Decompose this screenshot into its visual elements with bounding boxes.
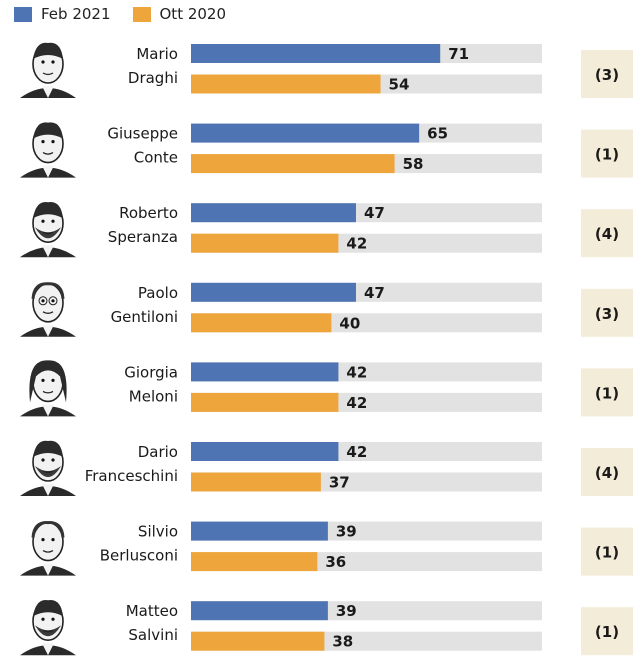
value-label-feb-2021: 42	[346, 363, 367, 381]
rank-label: (1)	[595, 623, 619, 641]
person-first-name: Mario	[136, 45, 178, 63]
rank-label: (3)	[595, 305, 619, 323]
person-last-name: Berlusconi	[100, 547, 178, 565]
person-last-name: Speranza	[108, 228, 178, 246]
value-label-ott-2020: 37	[329, 474, 350, 492]
dario-franceschini-portrait	[20, 440, 76, 496]
legend-item-ott-2020: Ott 2020	[132, 5, 227, 23]
silvio-berlusconi-portrait	[20, 521, 76, 576]
value-label-feb-2021: 47	[364, 204, 385, 222]
bar-feb-2021	[191, 362, 339, 382]
bar-ott-2020	[191, 154, 395, 174]
person-last-name: Draghi	[128, 69, 178, 87]
rank-label: (3)	[595, 66, 619, 84]
rank-label: (1)	[595, 544, 619, 562]
value-label-ott-2020: 40	[339, 314, 360, 332]
bar-feb-2021	[191, 521, 328, 541]
person-last-name: Franceschini	[85, 467, 178, 485]
rank-label: (1)	[595, 384, 619, 402]
roberto-speranza-portrait	[20, 202, 76, 258]
person-last-name: Salvini	[128, 626, 178, 644]
rank-label: (4)	[595, 464, 619, 482]
bar-feb-2021	[191, 44, 441, 63]
value-label-ott-2020: 54	[389, 76, 410, 94]
giorgia-meloni-portrait	[20, 360, 76, 417]
value-label-feb-2021: 71	[448, 45, 469, 63]
rank-badge	[581, 368, 633, 417]
bar-ott-2020	[191, 631, 325, 651]
legend-swatch-ott-2020	[132, 6, 151, 22]
rank-badge	[581, 129, 633, 178]
person-first-name: Paolo	[138, 284, 178, 302]
person-first-name: Giorgia	[124, 363, 178, 381]
bar-feb-2021	[191, 601, 328, 621]
bar-ott-2020	[191, 552, 318, 572]
rank-badge	[581, 50, 633, 98]
legend-label-feb-2021: Feb 2021	[41, 5, 111, 23]
rank-badge	[581, 288, 633, 337]
value-label-feb-2021: 42	[346, 443, 367, 461]
rank-badge	[581, 527, 633, 576]
matteo-salvini-portrait	[20, 600, 76, 656]
value-label-feb-2021: 39	[336, 523, 357, 541]
rank-badge	[581, 448, 633, 496]
bar-feb-2021	[191, 203, 356, 223]
bar-feb-2021	[191, 282, 356, 302]
mario-draghi-portrait	[20, 42, 76, 98]
rank-label: (1)	[595, 146, 619, 164]
bar-ott-2020	[191, 472, 321, 492]
person-first-name: Giuseppe	[107, 125, 178, 143]
person-first-name: Dario	[138, 443, 178, 461]
value-label-ott-2020: 42	[346, 394, 367, 412]
person-first-name: Silvio	[138, 523, 178, 541]
person-first-name: Matteo	[126, 602, 178, 620]
value-label-ott-2020: 36	[325, 553, 346, 571]
value-label-feb-2021: 65	[427, 125, 448, 143]
bar-feb-2021	[191, 442, 339, 461]
person-last-name: Conte	[134, 149, 178, 167]
bar-ott-2020	[191, 233, 339, 253]
giuseppe-conte-portrait	[20, 122, 76, 178]
value-label-ott-2020: 58	[403, 155, 424, 173]
legend-swatch-feb-2021	[14, 6, 32, 22]
person-first-name: Roberto	[119, 204, 178, 222]
rank-badge	[581, 607, 633, 656]
bar-ott-2020	[191, 313, 332, 333]
bar-feb-2021	[191, 123, 420, 143]
rank-label: (4)	[595, 225, 619, 243]
value-label-feb-2021: 47	[364, 284, 385, 302]
chart-legend: Feb 2021 Ott 2020	[14, 4, 248, 24]
bar-ott-2020	[191, 74, 381, 94]
paolo-gentiloni-portrait	[20, 282, 76, 337]
legend-label-ott-2020: Ott 2020	[159, 5, 227, 23]
value-label-ott-2020: 38	[332, 633, 353, 651]
value-label-ott-2020: 42	[346, 235, 367, 253]
bar-ott-2020	[191, 392, 339, 412]
person-last-name: Meloni	[129, 387, 178, 405]
person-last-name: Gentiloni	[111, 308, 178, 326]
legend-item-feb-2021: Feb 2021	[14, 5, 111, 23]
rank-badge	[581, 209, 633, 258]
value-label-feb-2021: 39	[336, 602, 357, 620]
